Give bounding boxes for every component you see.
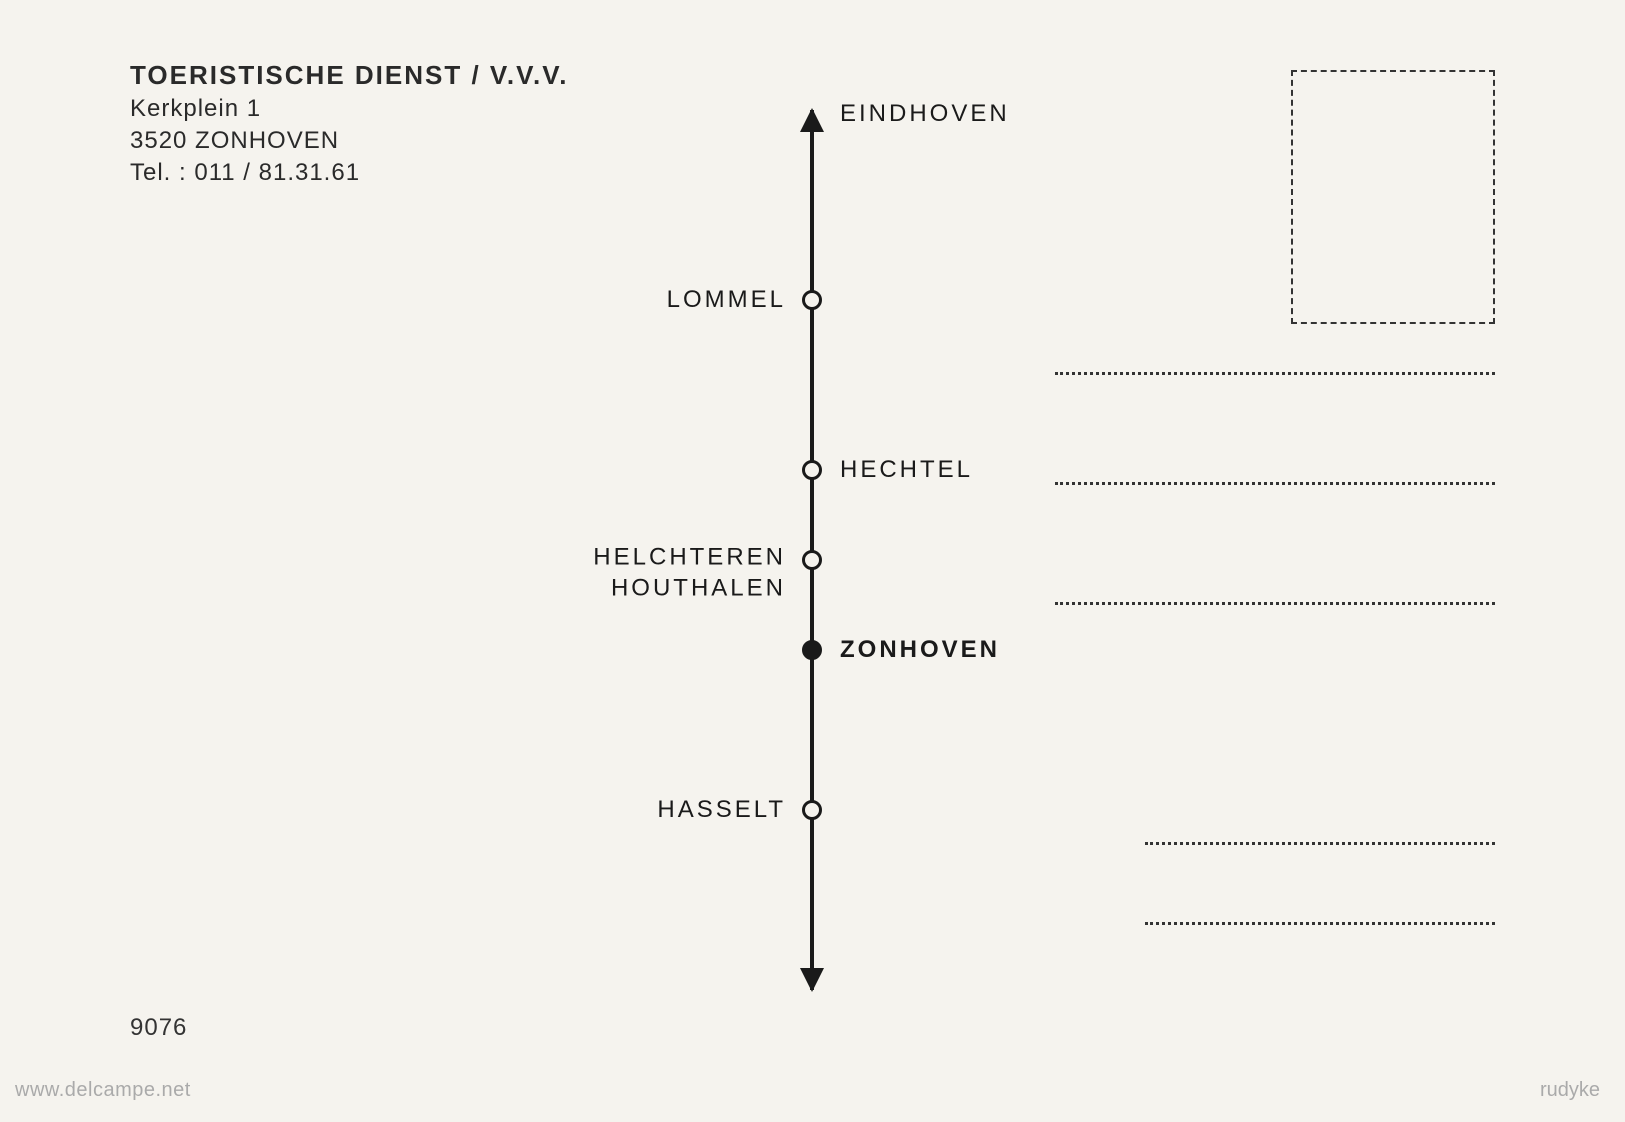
address-line: [1145, 840, 1495, 845]
address-line: [1145, 920, 1495, 925]
route-diagram: EINDHOVEN LOMMELHECHTELHELCHTERENHOUTHAL…: [810, 110, 816, 990]
ref-number: 9076: [130, 1014, 187, 1042]
route-stop-label: LOMMEL: [667, 286, 786, 314]
sender-tel: Tel. : 011 / 81.31.61: [130, 159, 568, 187]
route-stop: [802, 800, 822, 820]
route-stop-label: ZONHOVEN: [840, 636, 1000, 664]
stamp-box: [1291, 70, 1495, 324]
postcard: TOERISTISCHE DIENST / V.V.V. Kerkplein 1…: [0, 0, 1625, 1122]
arrow-down-icon: [800, 968, 824, 992]
address-line: [1055, 480, 1495, 485]
watermark-right: rudyke: [1540, 1079, 1600, 1102]
endpoint-top-label: EINDHOVEN: [840, 100, 1010, 128]
sender-title: TOERISTISCHE DIENST / V.V.V.: [130, 60, 568, 91]
route-stop: [802, 290, 822, 310]
route-stop: [802, 640, 822, 660]
sender-block: TOERISTISCHE DIENST / V.V.V. Kerkplein 1…: [130, 60, 568, 187]
route-stop: [802, 550, 822, 570]
sender-street: Kerkplein 1: [130, 95, 568, 123]
address-line: [1055, 370, 1495, 375]
route-stop-label: HECHTEL: [840, 456, 973, 484]
watermark-left: www.delcampe.net: [15, 1079, 191, 1102]
address-line: [1055, 600, 1495, 605]
route-stop-label: HELCHTERENHOUTHALEN: [593, 541, 786, 603]
route-stop-label: HASSELT: [657, 796, 786, 824]
arrow-up-icon: [800, 108, 824, 132]
route-stop: [802, 460, 822, 480]
sender-city: 3520 ZONHOVEN: [130, 127, 568, 155]
